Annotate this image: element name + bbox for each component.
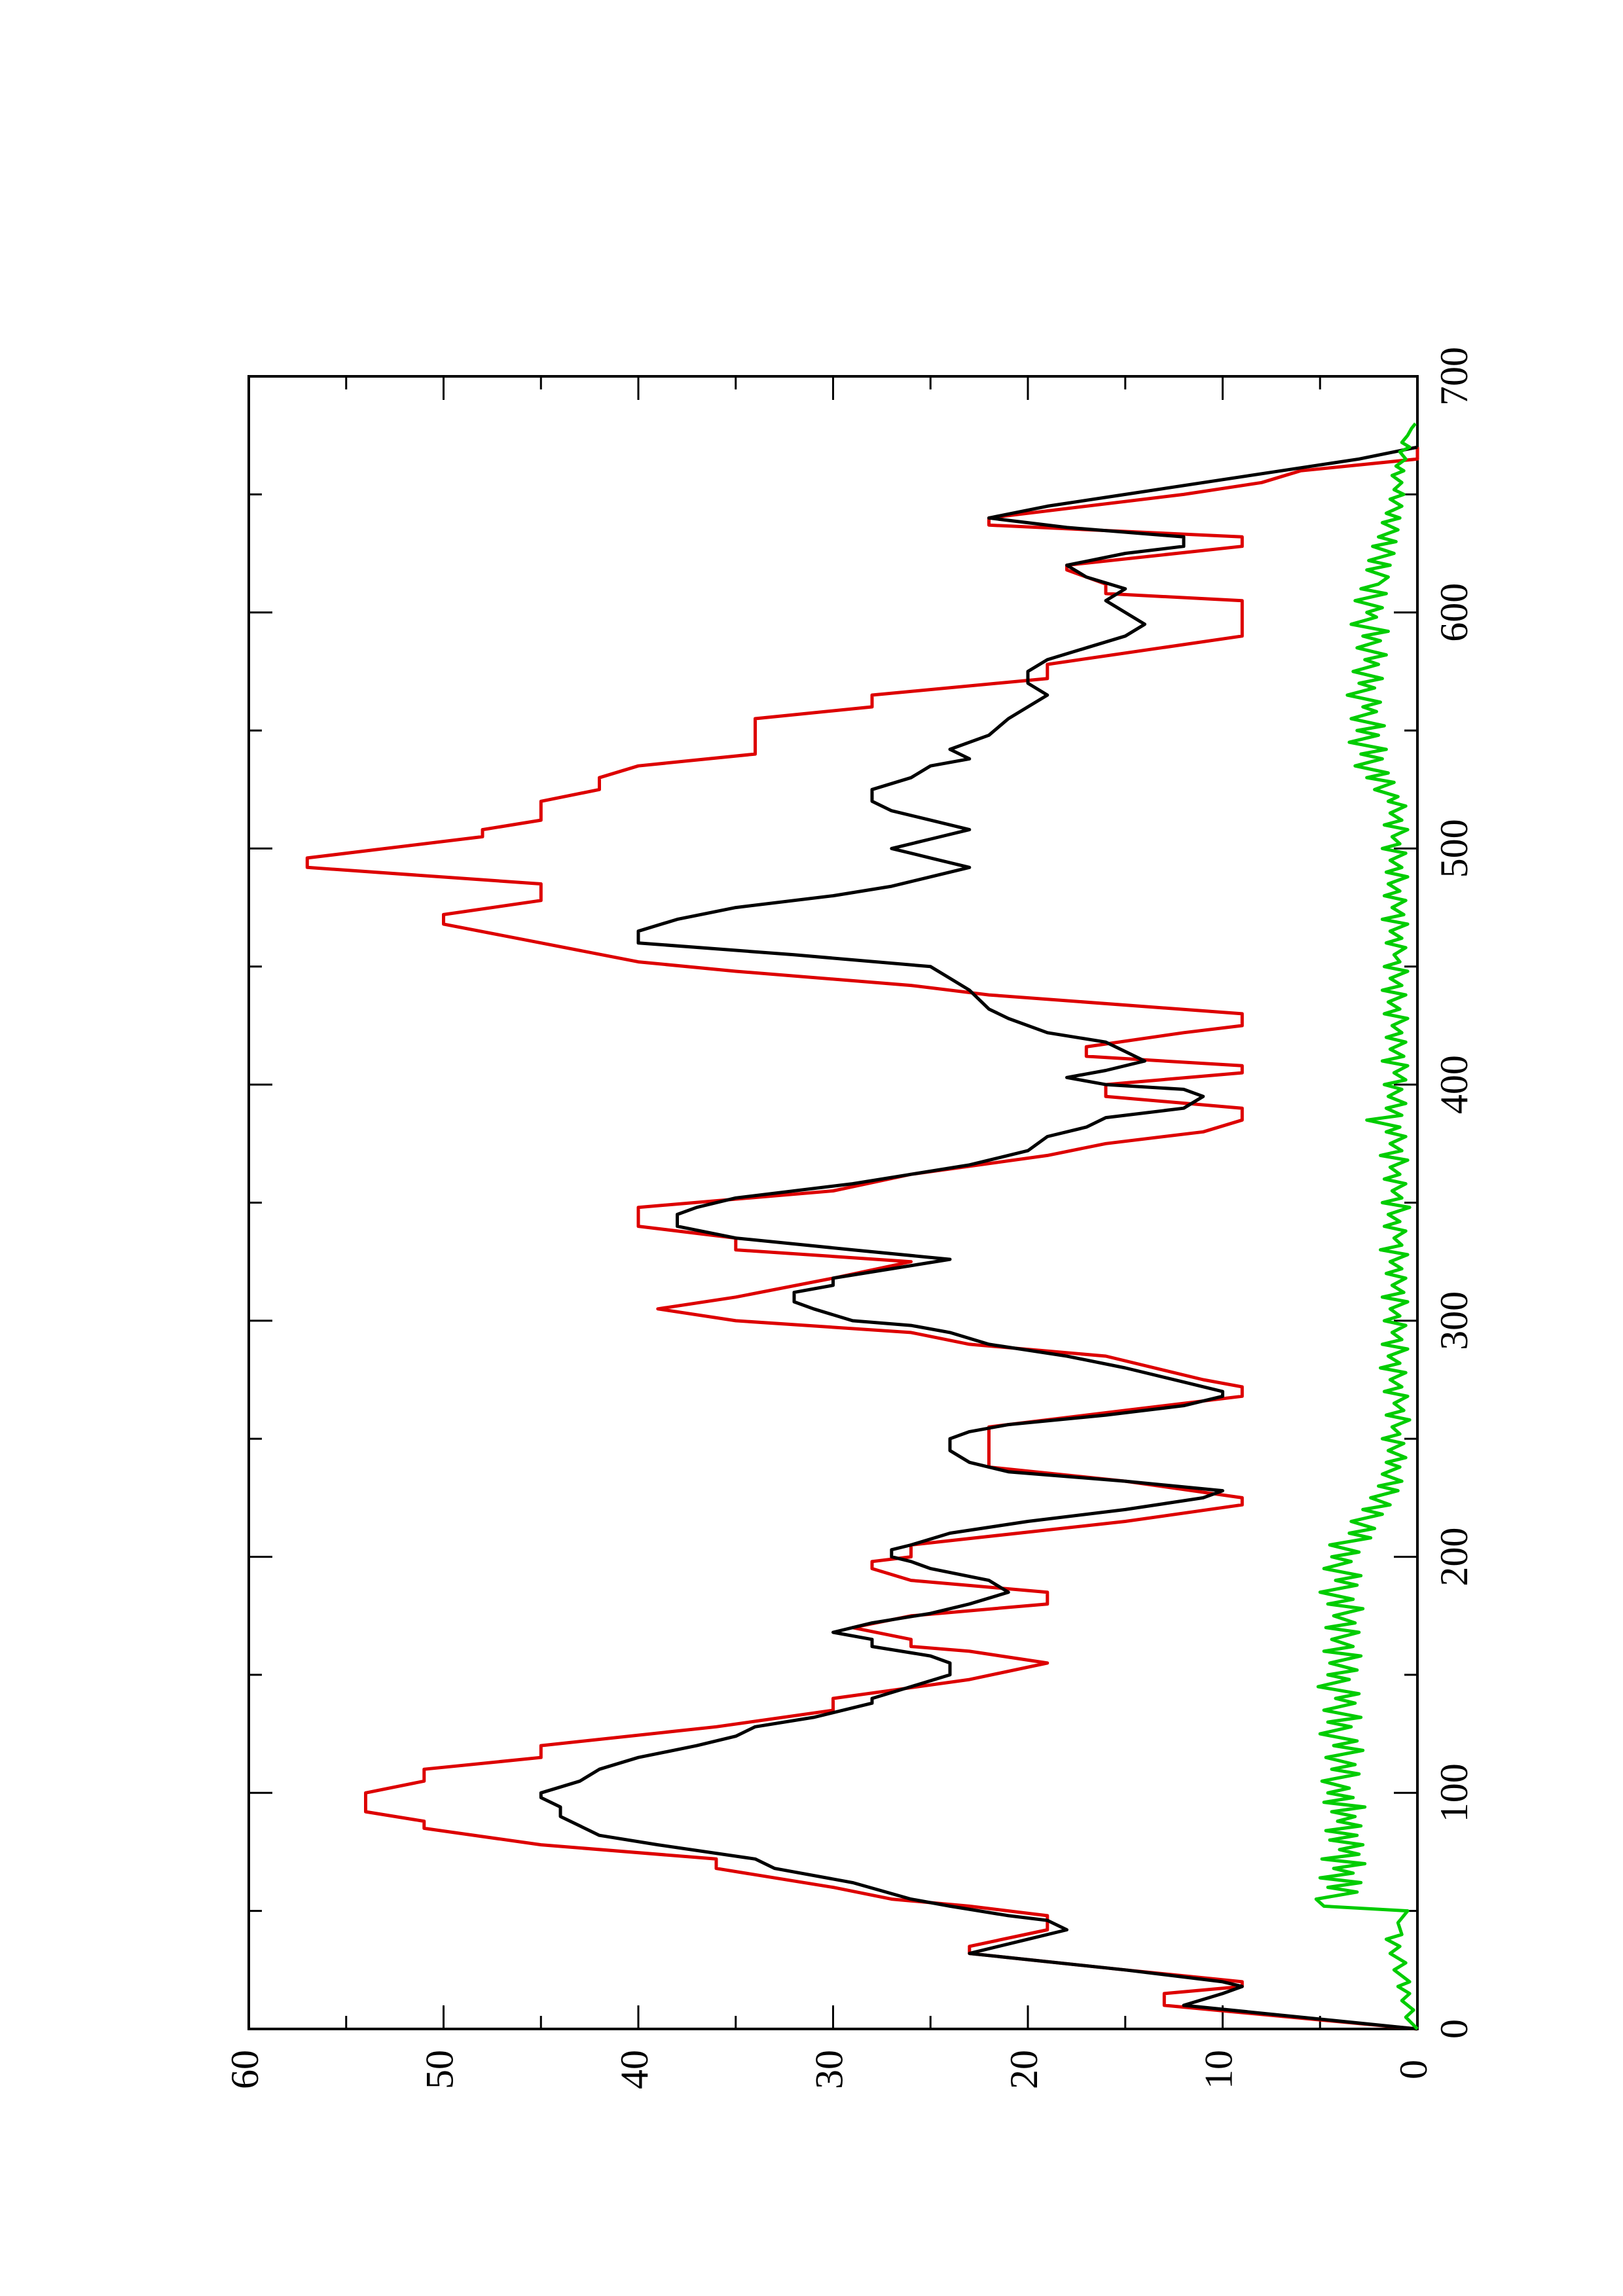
series-layer <box>305 422 1419 2031</box>
y-tick-label: 0 <box>1392 2060 1435 2079</box>
x-tick-label: 400 <box>1432 1055 1476 1114</box>
x-tick-label: 100 <box>1432 1763 1476 1822</box>
series-line-1 <box>305 447 1419 2031</box>
axes <box>247 375 1419 2030</box>
x-tick-label: 700 <box>1432 347 1476 406</box>
y-tick-label: 30 <box>807 2050 850 2089</box>
x-tick-label: 0 <box>1432 2019 1476 2039</box>
x-tick-label: 500 <box>1432 819 1476 878</box>
series-line-2 <box>539 445 1418 2031</box>
x-tick-label: 300 <box>1432 1291 1476 1350</box>
series-line-3 <box>1314 422 1419 2030</box>
y-tick-label: 60 <box>223 2050 266 2089</box>
x-tick-label: 200 <box>1432 1528 1476 1587</box>
y-tick-label: 40 <box>613 2050 656 2089</box>
y-tick-label: 50 <box>418 2050 461 2089</box>
tick-labels: 0 100 200 300 400 500 600 700 0 10 20 30 40 50 60 <box>223 347 1476 2089</box>
x-tick-label: 600 <box>1432 583 1476 642</box>
y-tick-label: 10 <box>1197 2050 1240 2089</box>
y-tick-label: 20 <box>1002 2050 1046 2089</box>
